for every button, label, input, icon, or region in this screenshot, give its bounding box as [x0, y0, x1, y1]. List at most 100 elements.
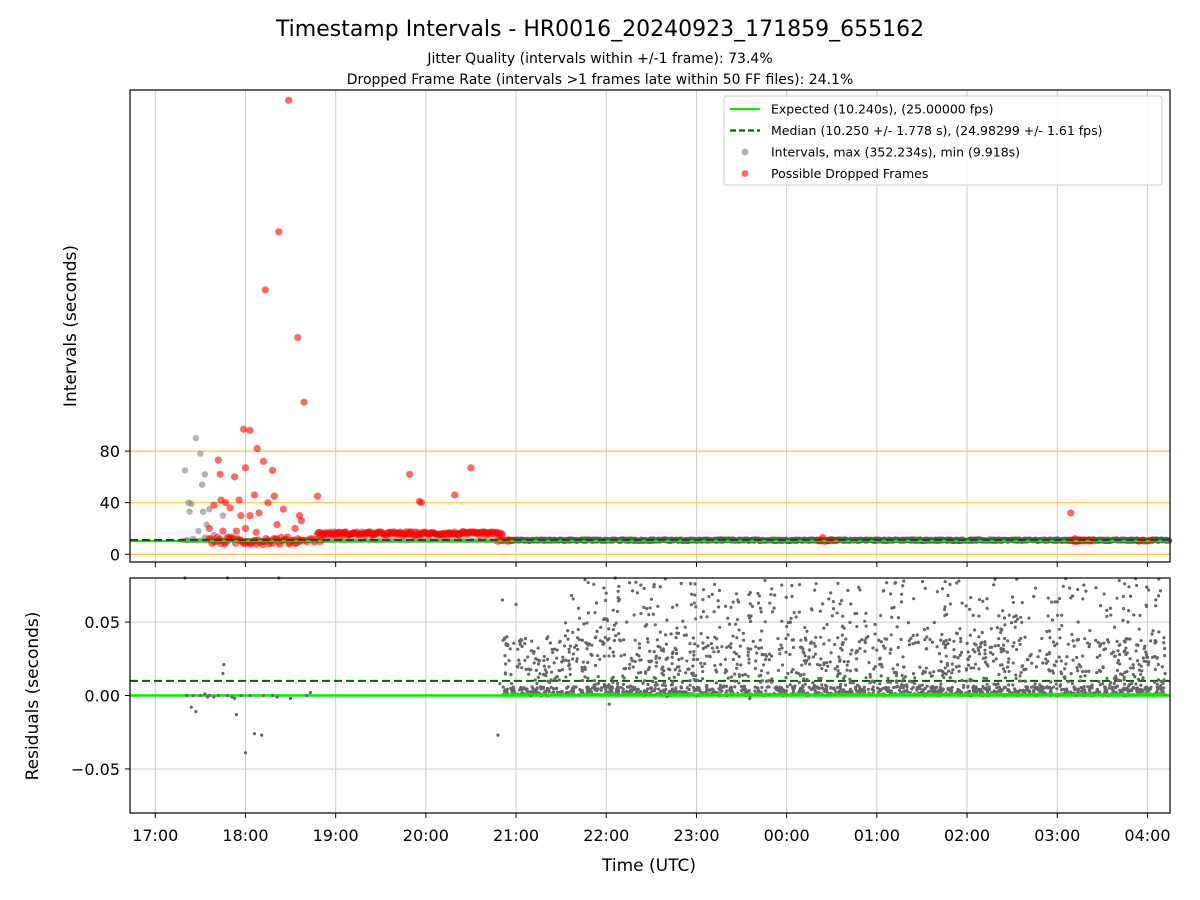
residual-point	[786, 633, 790, 637]
residual-point	[639, 670, 643, 675]
residual-point	[714, 681, 719, 685]
residual-point	[968, 607, 972, 611]
residual-point	[1049, 680, 1053, 684]
residual-point	[822, 642, 826, 646]
residual-point	[1141, 656, 1145, 660]
residual-point	[616, 589, 620, 593]
residual-point	[886, 686, 890, 690]
residual-point	[1156, 662, 1160, 667]
residual-point	[979, 641, 983, 646]
residual-point	[1047, 668, 1051, 672]
residual-point	[645, 637, 650, 641]
residual-point	[762, 663, 766, 667]
residual-point	[819, 635, 823, 639]
dropped-frame-point	[294, 334, 302, 342]
residual-point	[997, 614, 1001, 618]
residual-point	[838, 658, 842, 662]
residual-point	[992, 583, 996, 587]
residual-point	[824, 668, 828, 673]
residual-point	[894, 679, 899, 683]
dropped-frame-point	[285, 96, 293, 104]
residual-point	[705, 615, 709, 619]
residual-point	[788, 683, 792, 687]
residual-point	[1050, 600, 1054, 604]
residual-point	[691, 664, 695, 668]
residual-point	[1097, 679, 1101, 684]
residual-point	[1064, 662, 1068, 666]
residual-point	[773, 593, 777, 597]
residual-point	[1102, 641, 1106, 645]
residual-point	[1007, 657, 1011, 661]
residual-point	[871, 646, 875, 650]
residual-point	[1063, 667, 1067, 671]
residual-point	[607, 627, 611, 631]
residual-point	[1040, 636, 1044, 641]
residual-point	[616, 595, 620, 600]
residual-point	[1067, 679, 1071, 684]
residual-point	[725, 645, 729, 650]
residual-point	[1130, 681, 1134, 686]
residual-point	[602, 641, 606, 646]
residual-point	[866, 634, 870, 639]
residual-point	[1078, 679, 1082, 683]
residual-point	[523, 642, 527, 646]
residual-point	[560, 667, 565, 672]
residual-point	[694, 605, 698, 609]
residual-point	[814, 582, 818, 586]
residual-point	[645, 623, 649, 627]
residual-point	[501, 638, 505, 642]
residual-point	[532, 651, 536, 655]
residual-point	[1061, 584, 1065, 588]
residual-point	[724, 604, 728, 608]
residual-point	[1079, 685, 1083, 690]
residual-point	[642, 586, 646, 591]
residual-point	[709, 641, 714, 646]
residual-point	[827, 597, 831, 601]
residual-point	[742, 684, 746, 688]
residual-point	[789, 616, 793, 620]
residual-point	[230, 695, 234, 699]
residual-point	[1084, 589, 1088, 593]
residual-point	[991, 659, 996, 663]
residual-point	[839, 682, 843, 687]
residual-point	[1159, 684, 1163, 688]
residual-point	[1136, 677, 1141, 681]
residual-point	[759, 610, 763, 614]
residual-point	[704, 654, 709, 658]
residual-point	[1012, 687, 1017, 691]
residual-point	[788, 652, 792, 657]
residual-point	[508, 647, 512, 651]
residual-point	[1141, 676, 1145, 680]
residual-point	[977, 614, 981, 618]
residual-point	[932, 620, 936, 625]
residual-point	[618, 638, 622, 642]
residual-point	[802, 672, 806, 676]
residual-point	[654, 664, 658, 668]
residual-point	[545, 637, 549, 641]
residual-point	[523, 658, 527, 662]
residual-point	[899, 600, 904, 604]
residual-point	[1066, 642, 1070, 646]
residual-point	[590, 643, 594, 647]
residual-point	[717, 588, 722, 593]
residual-point	[1094, 586, 1098, 590]
dropped-frame-point	[451, 491, 459, 499]
residual-point	[881, 644, 886, 648]
residual-point	[676, 672, 680, 676]
residual-point	[598, 657, 602, 661]
residual-point	[658, 585, 662, 589]
residual-point	[915, 688, 919, 692]
residual-point	[635, 652, 639, 657]
dropped-frame-point	[270, 492, 278, 500]
residual-point	[616, 599, 621, 603]
residual-point	[841, 676, 846, 681]
residual-point	[855, 683, 860, 687]
residual-point	[811, 681, 815, 685]
residual-point	[735, 662, 739, 666]
residual-point	[781, 688, 785, 692]
residual-point	[1011, 661, 1015, 665]
residual-point	[846, 588, 850, 592]
residual-point	[637, 642, 641, 646]
residual-point	[977, 667, 981, 671]
residual-point	[701, 641, 705, 645]
